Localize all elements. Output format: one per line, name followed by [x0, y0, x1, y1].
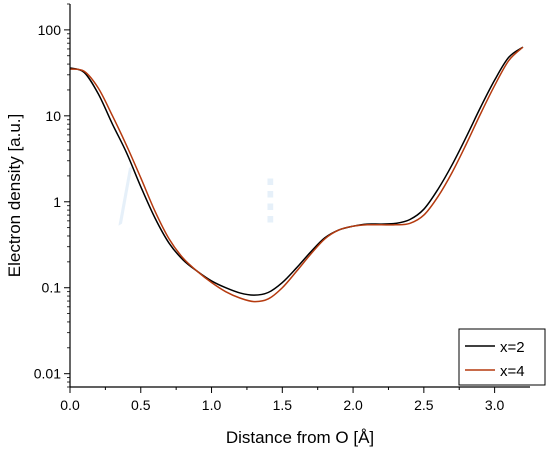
svg-text:⁞: ⁞ [262, 168, 279, 235]
x-tick-label: 1.0 [202, 397, 222, 413]
svg-text:⟋: ⟋ [91, 157, 161, 236]
series-line-x4 [70, 46, 524, 303]
legend: x=2 x=4 [458, 328, 546, 386]
legend-label-x4: x=4 [500, 363, 525, 380]
x-tick-label: 2.5 [414, 397, 434, 413]
y-tick-label: 10 [45, 108, 61, 124]
plot-area [70, 46, 524, 303]
x-tick-label: 1.5 [273, 397, 293, 413]
axes [69, 4, 530, 388]
y-tick-label: 1 [53, 194, 61, 210]
legend-box [458, 328, 546, 386]
x-tick-label: 3.0 [485, 397, 505, 413]
y-axis-title: Electron density [a.u.] [5, 114, 24, 277]
x-axis-ticks: 0.0 0.5 1.0 1.5 2.0 2.5 3.0 [60, 387, 505, 413]
x-axis-title: Distance from O [Å] [226, 428, 374, 447]
y-tick-label: 0.01 [34, 366, 61, 382]
series-line-x2 [70, 46, 524, 296]
x-tick-label: 0.5 [131, 397, 151, 413]
series-lines [70, 46, 524, 303]
x-tick-label: 2.0 [343, 397, 363, 413]
y-tick-label: 0.1 [42, 280, 62, 296]
y-tick-label: 100 [38, 22, 62, 38]
watermark: ⟋ ⁞ [91, 157, 279, 236]
legend-label-x2: x=2 [500, 339, 525, 356]
x-tick-label: 0.0 [60, 397, 80, 413]
y-axis-ticks: 0.01 0.1 1 10 100 [34, 3, 70, 388]
